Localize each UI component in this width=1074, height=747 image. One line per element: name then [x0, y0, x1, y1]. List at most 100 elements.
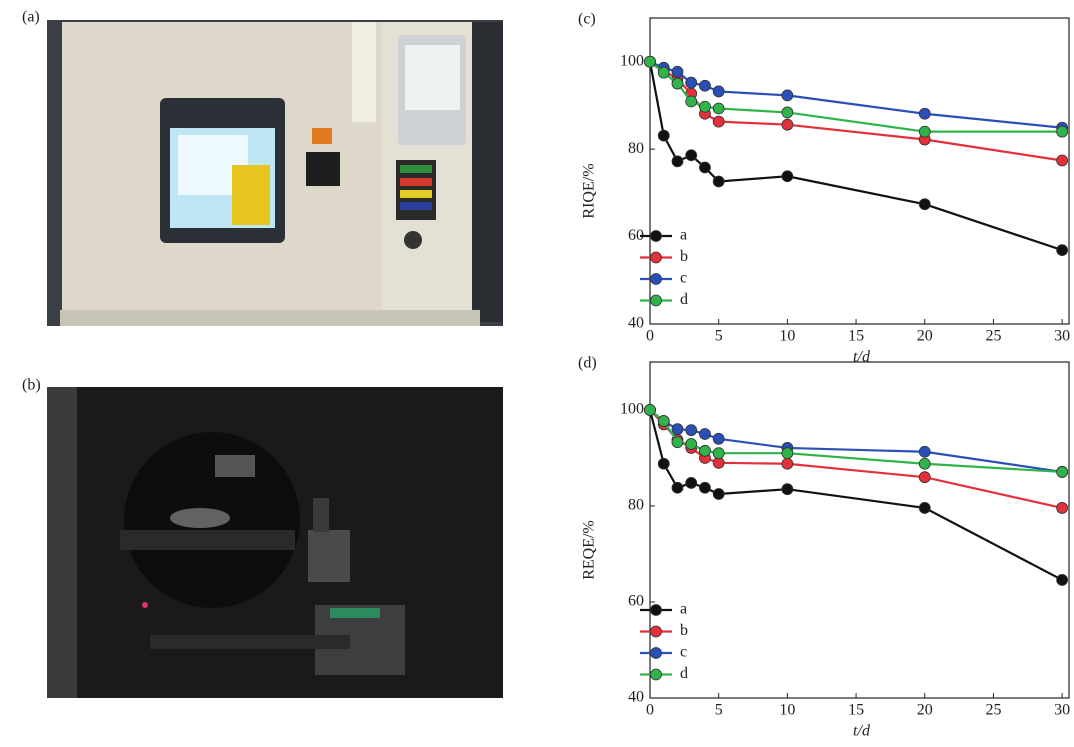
panel-label: (d) — [578, 355, 597, 372]
x-tick-label: 30 — [1054, 328, 1070, 345]
data-point — [1057, 502, 1068, 513]
legend-marker — [651, 626, 662, 637]
x-tick-label: 15 — [848, 702, 864, 719]
data-point — [699, 101, 710, 112]
data-point — [919, 446, 930, 457]
y-tick-label: 100 — [620, 401, 644, 418]
y-tick-label: 100 — [620, 52, 644, 69]
data-point — [919, 199, 930, 210]
legend-label: a — [680, 227, 687, 244]
data-point — [658, 458, 669, 469]
data-point — [645, 405, 656, 416]
photo-b — [47, 387, 503, 698]
data-point — [1057, 466, 1068, 477]
legend-marker — [651, 231, 662, 242]
legend-label: c — [680, 644, 687, 661]
data-point — [672, 424, 683, 435]
series-line — [650, 410, 1062, 472]
series-line — [650, 62, 1062, 161]
legend-label: b — [680, 248, 688, 265]
data-point — [919, 458, 930, 469]
plot-frame — [650, 18, 1069, 324]
data-point — [645, 56, 656, 67]
data-point — [919, 472, 930, 483]
data-point — [782, 171, 793, 182]
data-point — [1057, 245, 1068, 256]
data-point — [658, 416, 669, 427]
x-tick-label: 20 — [917, 702, 933, 719]
legend-label: b — [680, 622, 688, 639]
data-point — [686, 77, 697, 88]
x-tick-label: 25 — [985, 702, 1001, 719]
y-axis-label: RIQE/% — [581, 163, 598, 218]
data-point — [782, 484, 793, 495]
series-line — [650, 62, 1062, 250]
x-tick-label: 10 — [779, 328, 795, 345]
data-point — [713, 448, 724, 459]
data-point — [686, 439, 697, 450]
data-point — [782, 119, 793, 130]
data-point — [672, 78, 683, 89]
data-point — [919, 126, 930, 137]
x-tick-label: 0 — [646, 702, 654, 719]
legend-marker — [651, 252, 662, 263]
data-point — [782, 90, 793, 101]
x-tick-label: 25 — [985, 328, 1001, 345]
data-point — [686, 425, 697, 436]
y-tick-label: 80 — [628, 497, 644, 514]
data-point — [713, 103, 724, 114]
data-point — [713, 433, 724, 444]
x-axis-label: t/d — [853, 349, 871, 366]
data-point — [713, 176, 724, 187]
photo-a — [47, 20, 503, 326]
data-point — [658, 67, 669, 78]
x-tick-label: 0 — [646, 328, 654, 345]
data-point — [672, 437, 683, 448]
x-axis-label: t/d — [853, 723, 871, 740]
legend-label: a — [680, 601, 687, 618]
data-point — [699, 162, 710, 173]
figure: (a) (b) (c)051015202 — [0, 0, 1074, 747]
x-tick-label: 15 — [848, 328, 864, 345]
data-point — [713, 116, 724, 127]
data-point — [1057, 126, 1068, 137]
data-point — [782, 107, 793, 118]
data-point — [658, 130, 669, 141]
legend-label: d — [680, 291, 688, 308]
panel-label: (a) — [22, 9, 40, 26]
y-tick-label: 80 — [628, 140, 644, 157]
legend-label: c — [680, 270, 687, 287]
data-point — [919, 502, 930, 513]
legend-marker — [651, 669, 662, 680]
data-point — [672, 482, 683, 493]
data-point — [782, 458, 793, 469]
data-point — [782, 448, 793, 459]
data-point — [672, 156, 683, 167]
data-point — [686, 477, 697, 488]
data-point — [713, 86, 724, 97]
panel-label: (c) — [578, 11, 596, 28]
data-point — [1057, 155, 1068, 166]
data-point — [713, 489, 724, 500]
data-point — [919, 108, 930, 119]
data-point — [699, 445, 710, 456]
data-point — [672, 66, 683, 77]
y-tick-label: 40 — [628, 689, 644, 706]
y-tick-label: 40 — [628, 315, 644, 332]
data-point — [699, 429, 710, 440]
legend-marker — [651, 648, 662, 659]
data-point — [699, 80, 710, 91]
x-tick-label: 5 — [715, 702, 723, 719]
data-point — [1057, 574, 1068, 585]
plot-frame — [650, 362, 1069, 698]
x-tick-label: 10 — [779, 702, 795, 719]
legend-marker — [651, 274, 662, 285]
legend-label: d — [680, 665, 688, 682]
x-tick-label: 30 — [1054, 702, 1070, 719]
x-tick-label: 5 — [715, 328, 723, 345]
y-axis-label: REQE/% — [581, 520, 598, 580]
x-tick-label: 20 — [917, 328, 933, 345]
legend-marker — [651, 295, 662, 306]
panel-label: (b) — [22, 377, 41, 394]
y-tick-label: 60 — [628, 593, 644, 610]
